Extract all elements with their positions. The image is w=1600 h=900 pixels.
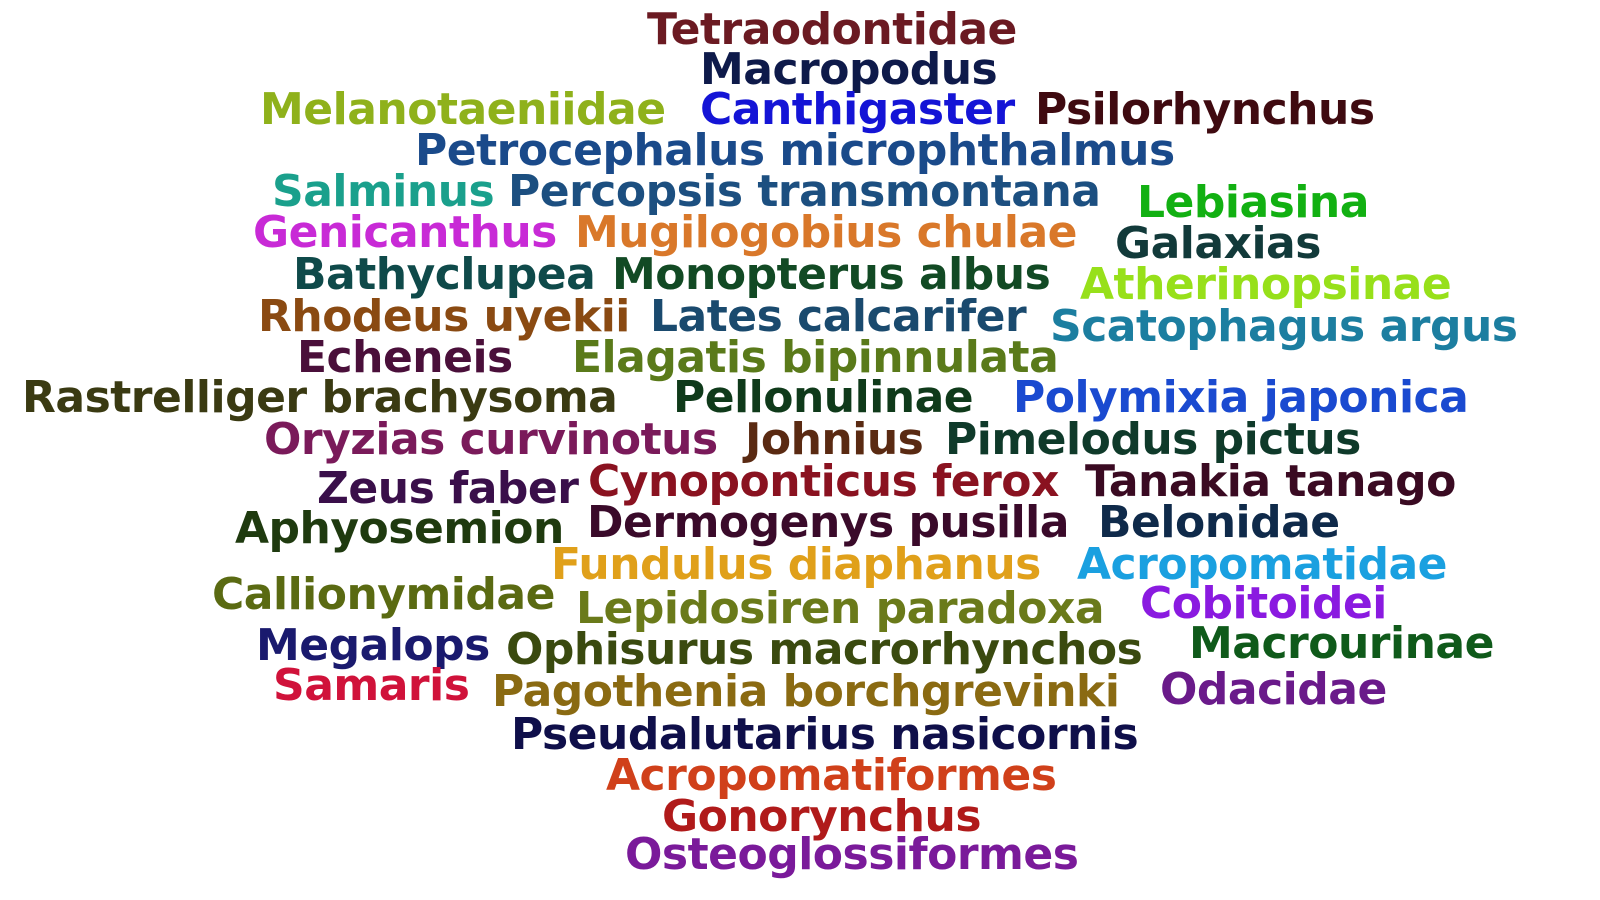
cloud-word: Zeus faber [317,463,579,514]
cloud-word: Belonidae [1098,497,1340,548]
cloud-word: Scatophagus argus [1050,301,1518,352]
cloud-word: Fundulus diaphanus [551,539,1041,590]
cloud-word: Salminus [272,166,495,217]
cloud-word: Canthigaster [700,84,1015,135]
cloud-word: Echeneis [297,332,513,383]
cloud-word: Callionymidae [212,569,555,620]
cloud-word: Oryzias curvinotus [264,414,718,465]
cloud-word: Cobitoidei [1140,578,1387,629]
cloud-word: Mugilogobius chulae [575,207,1077,258]
cloud-word: Genicanthus [253,207,557,258]
cloud-word: Melanotaeniidae [260,84,666,135]
cloud-word: Tetraodontidae [647,4,1017,55]
cloud-word: Percopsis transmontana [508,166,1101,217]
cloud-word: Acropomatiformes [606,750,1057,801]
cloud-word: Pseudalutarius nasicornis [511,709,1139,760]
cloud-word: Pagothenia borchgrevinki [492,666,1120,717]
cloud-word: Lates calcarifer [650,291,1027,342]
cloud-word: Psilorhynchus [1035,84,1375,135]
cloud-word: Galaxias [1115,218,1321,269]
cloud-word: Osteoglossiformes [625,829,1079,880]
cloud-word: Pellonulinae [673,372,974,423]
cloud-word: Aphyosemion [235,503,564,554]
cloud-word: Cynoponticus ferox [588,456,1059,507]
cloud-word: Johnius [745,414,924,465]
cloud-word: Macrourinae [1189,618,1494,669]
cloud-word: Atherinopsinae [1080,259,1452,310]
cloud-word: Lepidosiren paradoxa [576,583,1105,634]
cloud-word: Monopterus albus [612,249,1051,300]
cloud-word: Acropomatidae [1077,539,1447,590]
cloud-word: Odacidae [1160,664,1387,715]
cloud-word: Rhodeus uyekii [258,291,630,342]
cloud-word: Macropodus [700,44,998,95]
cloud-word: Lebiasina [1137,177,1369,228]
cloud-word: Samaris [273,660,470,711]
cloud-word: Elagatis bipinnulata [572,332,1059,383]
cloud-word: Dermogenys pusilla [587,497,1069,548]
cloud-word: Megalops [256,620,490,671]
cloud-word: Ophisurus macrorhynchos [506,624,1143,675]
cloud-word: Rastrelliger brachysoma [22,372,618,423]
cloud-word: Tanakia tanago [1085,456,1456,507]
cloud-word: Polymixia japonica [1013,372,1469,423]
cloud-word: Petrocephalus microphthalmus [415,125,1175,176]
cloud-word: Pimelodus pictus [945,414,1361,465]
cloud-word: Gonorynchus [662,791,982,842]
cloud-word: Bathyclupea [293,249,596,300]
